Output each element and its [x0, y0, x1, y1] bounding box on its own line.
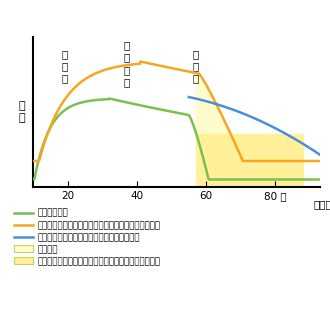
Text: （年齢）: （年齢） — [313, 199, 330, 209]
Text: 成
長
期: 成 長 期 — [61, 49, 67, 83]
Y-axis label: 骨
量: 骨 量 — [18, 101, 25, 123]
Text: 最
大
骨
量: 最 大 骨 量 — [123, 40, 129, 87]
Legend: 一般的な女性, 成長期から壮年期にかけての最大骨量を増やした場合, 閉経期以後、骨量減少の速度をゆるめた場合, 骨粗鬆症, 骨粗鬆症が重症となり、大腘骨頼部骨折: 一般的な女性, 成長期から壮年期にかけての最大骨量を増やした場合, 閉経期以後、… — [14, 209, 161, 266]
Text: 閉
経
期: 閉 経 期 — [192, 49, 199, 83]
